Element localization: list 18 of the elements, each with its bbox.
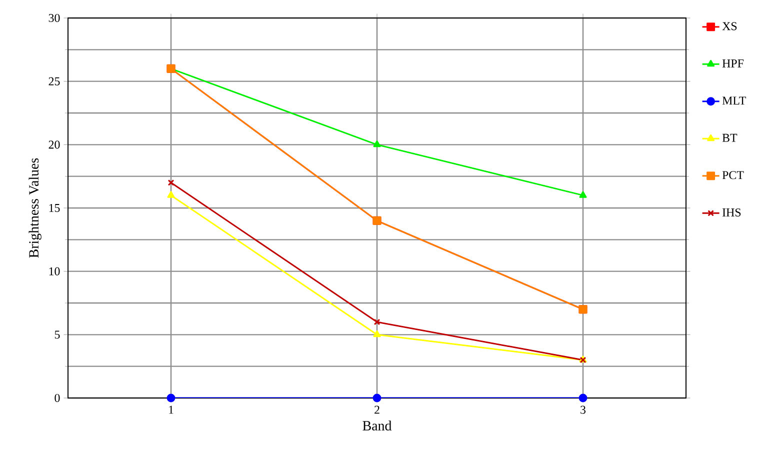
- x-tick-label: 1: [169, 406, 174, 414]
- y-tick-label: 15: [49, 204, 60, 212]
- x-axis-title: Band: [362, 420, 392, 430]
- y-tick-label: 5: [54, 330, 60, 339]
- y-axis-title: Brightness Values: [28, 158, 42, 258]
- legend-label: XS: [722, 22, 737, 30]
- legend-label: BT: [722, 134, 738, 142]
- y-tick-label: 30: [48, 14, 60, 22]
- legend-label: PCT: [722, 171, 744, 180]
- legend-label: IHS: [722, 208, 741, 216]
- x-tick-label: 3: [580, 406, 586, 414]
- x-tick-label: 2: [374, 406, 380, 414]
- legend-label: MLT: [722, 96, 746, 105]
- legend-label: HPF: [722, 59, 744, 68]
- y-tick-label: 10: [49, 267, 60, 276]
- y-tick-label: 0: [54, 394, 60, 402]
- y-tick-label: 20: [48, 140, 60, 149]
- y-tick-label: 25: [48, 77, 60, 86]
